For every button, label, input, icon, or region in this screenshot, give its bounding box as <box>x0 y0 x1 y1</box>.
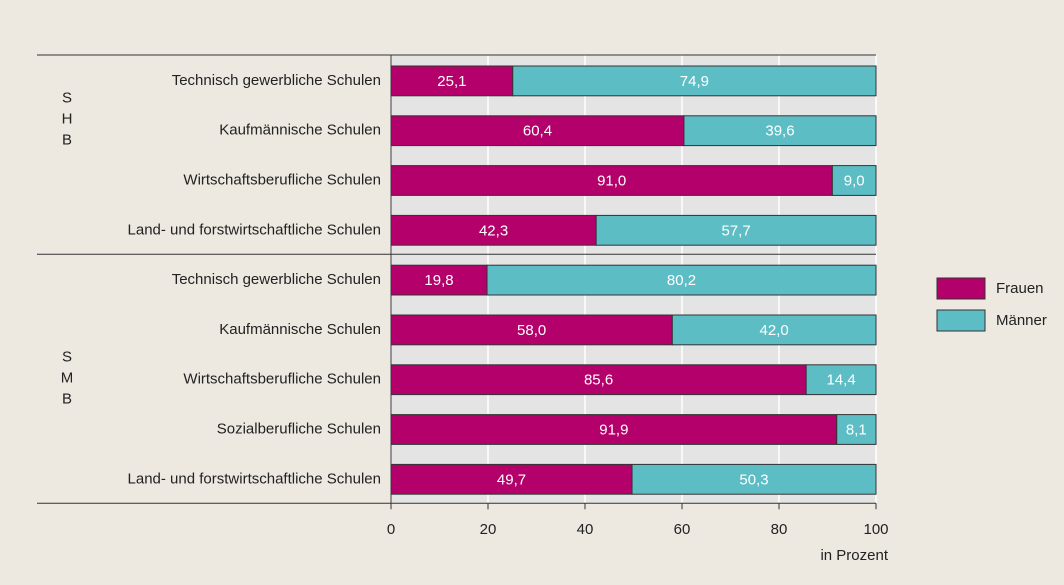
category-label: Sozialberufliche Schulen <box>217 420 381 437</box>
x-tick-label: 0 <box>387 521 395 538</box>
category-label: Land- und forstwirtschaftliche Schulen <box>128 221 381 238</box>
group-label: B <box>62 391 72 408</box>
bar-segment <box>486 264 877 296</box>
x-tick-label: 80 <box>771 521 788 538</box>
legend-swatch <box>936 309 986 332</box>
value-label: 80,2 <box>667 272 696 289</box>
value-label: 85,6 <box>584 372 613 389</box>
group-label: H <box>62 111 73 128</box>
legend-label: Frauen <box>996 280 1044 297</box>
category-label: Land- und forstwirtschaftliche Schulen <box>128 470 381 487</box>
bar-segment <box>836 414 877 445</box>
group-label: B <box>62 132 72 149</box>
value-label: 25,1 <box>437 73 466 90</box>
value-label: 57,7 <box>721 222 750 239</box>
group-label: S <box>62 349 72 366</box>
x-tick-label: 20 <box>480 521 497 538</box>
category-label: Wirtschaftsberufliche Schulen <box>183 171 381 188</box>
bar-segment <box>390 463 633 495</box>
x-axis-label: in Prozent <box>820 547 888 564</box>
x-tick-label: 40 <box>577 521 594 538</box>
group-label: S <box>62 90 72 107</box>
value-label: 91,9 <box>599 421 628 438</box>
value-label: 74,9 <box>680 73 709 90</box>
legend-label: Männer <box>996 312 1047 329</box>
value-label: 49,7 <box>497 471 526 488</box>
bar-segment <box>390 214 597 246</box>
x-tick-label: 100 <box>863 521 888 538</box>
bar-segment <box>631 463 877 495</box>
value-label: 14,4 <box>826 372 855 389</box>
category-label: Technisch gewerbliche Schulen <box>172 72 381 89</box>
value-label: 19,8 <box>424 272 453 289</box>
bar-segment <box>390 65 514 97</box>
x-tick-label: 60 <box>674 521 691 538</box>
category-label: Wirtschaftsberufliche Schulen <box>183 371 381 388</box>
value-label: 42,3 <box>479 222 508 239</box>
bar-segment <box>595 214 877 246</box>
value-label: 91,0 <box>597 172 626 189</box>
bar-segment <box>671 314 877 346</box>
bar-segment <box>390 364 807 396</box>
bar-segment <box>390 115 685 147</box>
value-label: 8,1 <box>846 421 867 438</box>
bar-segment <box>390 165 833 196</box>
value-label: 9,0 <box>844 172 865 189</box>
value-label: 42,0 <box>760 322 789 339</box>
bar-segment <box>390 314 673 346</box>
bar-segment <box>805 364 877 396</box>
group-label: M <box>61 370 74 387</box>
bar-segment <box>512 65 877 97</box>
value-label: 39,6 <box>765 123 794 140</box>
value-label: 50,3 <box>739 471 768 488</box>
value-label: 60,4 <box>523 123 552 140</box>
category-label: Technisch gewerbliche Schulen <box>172 271 381 288</box>
bar-segment <box>683 115 877 147</box>
bar-segment <box>831 165 877 196</box>
category-label: Kaufmännische Schulen <box>219 321 381 338</box>
legend-swatch <box>936 277 986 300</box>
value-label: 58,0 <box>517 322 546 339</box>
category-label: Kaufmännische Schulen <box>219 122 381 139</box>
